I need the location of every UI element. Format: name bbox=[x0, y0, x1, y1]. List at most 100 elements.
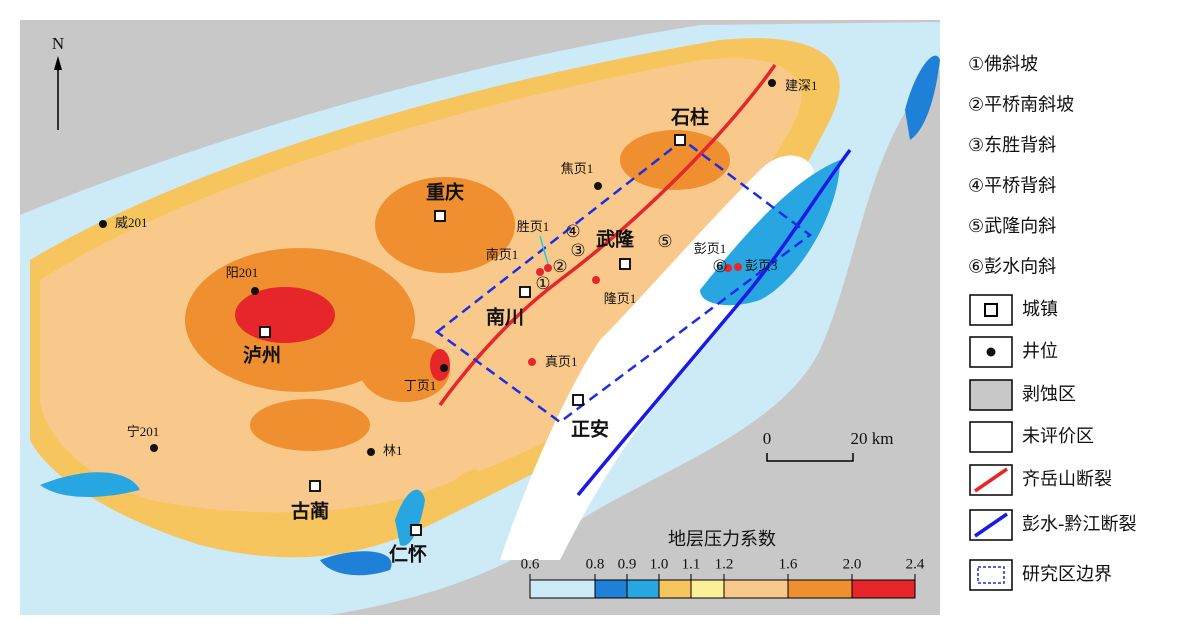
well-label: 彭页3 bbox=[745, 258, 778, 273]
city-label: 正安 bbox=[571, 418, 609, 441]
colorbar-segment bbox=[690, 579, 725, 599]
zone-blue bbox=[905, 55, 940, 140]
zone-orange bbox=[620, 130, 730, 190]
well-marker bbox=[594, 182, 602, 190]
colorbar-tick-label: 1.0 bbox=[650, 556, 669, 572]
city-marker bbox=[519, 286, 531, 298]
legend-symbol-label: 彭水-黔江断裂 bbox=[1022, 514, 1137, 535]
well-marker bbox=[367, 448, 375, 456]
structure-label: ④ bbox=[565, 222, 580, 241]
well-marker bbox=[768, 79, 776, 87]
legend-symbol-label: 研究区边界 bbox=[1022, 564, 1112, 585]
study-boundary bbox=[434, 138, 813, 424]
legend-structure: ①佛斜坡 bbox=[968, 54, 1038, 75]
well-marker bbox=[528, 358, 536, 366]
scale-end: 20 km bbox=[851, 429, 894, 448]
well-marker bbox=[536, 268, 544, 276]
legend-structure: ⑥彭水向斜 bbox=[968, 257, 1056, 278]
structure-label: ② bbox=[552, 257, 567, 276]
legend-symbol-label: 城镇 bbox=[1022, 299, 1058, 320]
zone-blue bbox=[320, 551, 392, 576]
city-label: 武隆 bbox=[596, 228, 635, 251]
legend-structure: ④平桥背斜 bbox=[968, 176, 1056, 197]
well-label: 彭页1 bbox=[694, 241, 727, 256]
colorbar-tick-label: 0.8 bbox=[586, 556, 605, 572]
legend-structure: ③东胜背斜 bbox=[968, 135, 1056, 156]
north-arrow-head bbox=[54, 56, 62, 70]
colorbar-tick-label: 1.2 bbox=[715, 556, 734, 572]
city-marker bbox=[619, 258, 631, 270]
colorbar-segment bbox=[723, 579, 789, 599]
well-label: 建深1 bbox=[785, 78, 818, 93]
scale-start: 0 bbox=[763, 429, 772, 448]
colorbar-tick-label: 1.1 bbox=[682, 556, 701, 572]
zone-red bbox=[235, 287, 335, 343]
zone-orange bbox=[250, 399, 370, 451]
city-marker bbox=[410, 524, 422, 536]
legend-blue-fault bbox=[974, 512, 1008, 538]
legend-box bbox=[969, 421, 1013, 453]
well-label: 胜页1 bbox=[517, 219, 550, 234]
structure-label: ⑤ bbox=[657, 232, 672, 251]
north-label: N bbox=[52, 34, 64, 53]
city-marker bbox=[674, 134, 686, 146]
city-label: 石柱 bbox=[670, 106, 709, 129]
legend-structure: ⑤武隆向斜 bbox=[968, 216, 1056, 237]
zone-orange bbox=[375, 177, 515, 273]
well-marker bbox=[150, 444, 158, 452]
well-marker bbox=[440, 364, 448, 372]
legend-symbol-label: 未评价区 bbox=[1022, 426, 1094, 447]
well-label: 宁201 bbox=[127, 424, 160, 439]
pengshui-fault bbox=[576, 148, 852, 497]
city-marker bbox=[259, 326, 271, 338]
well-leader bbox=[539, 235, 549, 265]
well-label: 威201 bbox=[115, 215, 148, 230]
colorbar-segment bbox=[529, 579, 596, 599]
legend-symbol-label: 井位 bbox=[1022, 341, 1058, 362]
zone-orange bbox=[360, 338, 450, 402]
legend-well bbox=[986, 347, 996, 357]
legend-box bbox=[969, 559, 1013, 591]
legend-box bbox=[969, 379, 1013, 411]
colorbar-segment bbox=[626, 579, 660, 599]
colorbar-segment bbox=[787, 579, 853, 599]
well-marker bbox=[592, 276, 600, 284]
well-label: 真页1 bbox=[545, 354, 578, 369]
colorbar-tick-label: 1.6 bbox=[779, 556, 798, 572]
legend-symbol-label: 齐岳山断裂 bbox=[1022, 469, 1112, 490]
colorbar-segment bbox=[594, 579, 628, 599]
well-label: 林1 bbox=[383, 443, 403, 458]
well-label: 隆页1 bbox=[604, 291, 637, 306]
colorbar-tick-label: 2.0 bbox=[843, 556, 862, 572]
city-label: 南川 bbox=[486, 307, 524, 329]
city-label: 仁怀 bbox=[389, 543, 427, 566]
zone-blue bbox=[40, 472, 140, 497]
well-marker bbox=[724, 264, 732, 272]
legend-city bbox=[984, 303, 998, 317]
well-marker bbox=[251, 287, 259, 295]
well-marker bbox=[734, 263, 742, 271]
zone-red bbox=[430, 349, 450, 381]
legend-red-fault bbox=[974, 467, 1008, 493]
scale-bar bbox=[766, 453, 854, 462]
zone-blue bbox=[395, 489, 425, 546]
structure-label: ① bbox=[535, 274, 550, 293]
city-label: 泸州 bbox=[243, 345, 281, 367]
structure-label: ③ bbox=[570, 241, 585, 260]
well-label: 焦页1 bbox=[561, 161, 594, 176]
well-label: 丁页1 bbox=[404, 378, 437, 393]
legend-boundary bbox=[977, 566, 1005, 584]
colorbar-tick-label: 2.4 bbox=[906, 556, 925, 572]
city-label: 古蔺 bbox=[291, 500, 329, 523]
colorbar-segment bbox=[658, 579, 692, 599]
well-label: 南页1 bbox=[486, 247, 519, 262]
colorbar-tick-label: 0.9 bbox=[618, 556, 637, 572]
city-label: 重庆 bbox=[426, 181, 464, 204]
well-label: 阳201 bbox=[226, 265, 259, 280]
well-marker bbox=[544, 264, 552, 272]
city-marker bbox=[309, 480, 321, 492]
qiyueshan-fault bbox=[438, 63, 777, 407]
legend-structure: ②平桥南斜坡 bbox=[968, 95, 1074, 116]
colorbar-tick-label: 0.6 bbox=[521, 556, 540, 572]
city-marker bbox=[572, 394, 584, 406]
